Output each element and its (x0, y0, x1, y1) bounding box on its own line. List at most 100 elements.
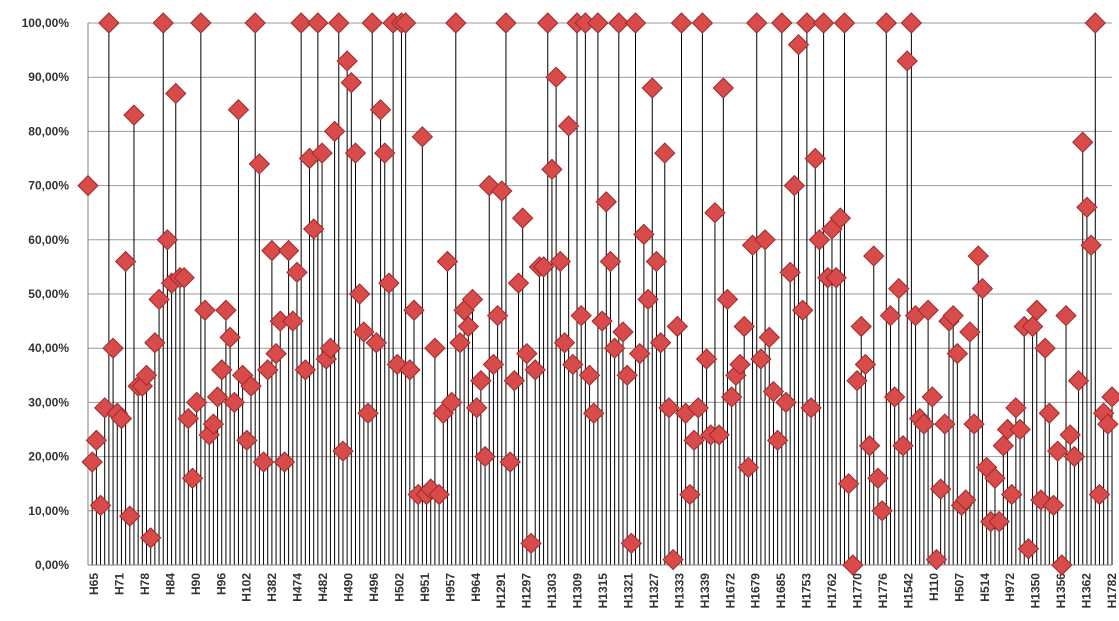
data-point (570, 304, 592, 327)
data-point (465, 397, 488, 419)
data-point (808, 229, 831, 251)
data-point (687, 397, 709, 419)
data-point (963, 413, 985, 435)
data-point (641, 77, 663, 99)
data-point (875, 12, 898, 34)
data-point (1009, 418, 1031, 441)
data-point (470, 370, 492, 392)
data-point (294, 359, 317, 381)
x-tick-label: H964 (469, 573, 483, 602)
data-point (369, 99, 392, 121)
data-point (181, 467, 204, 489)
data-point (934, 413, 956, 435)
data-point (900, 12, 923, 34)
data-point (85, 429, 108, 452)
data-point (691, 12, 714, 34)
data-point (729, 353, 751, 376)
data-point (89, 494, 112, 517)
data-point (257, 359, 279, 381)
data-point (620, 532, 643, 555)
x-tick-label: H951 (418, 573, 432, 602)
data-point (712, 77, 735, 99)
y-tick-label: 70,00% (28, 179, 69, 193)
x-tick-label: H490 (342, 573, 356, 602)
x-tick-label: H78 (138, 573, 152, 595)
data-point (1026, 299, 1048, 321)
data-point (1046, 440, 1069, 462)
data-point (323, 120, 346, 143)
data-point (290, 12, 312, 34)
data-point (829, 207, 852, 229)
data-point (737, 456, 760, 479)
data-point (495, 12, 517, 34)
data-point (332, 440, 354, 462)
x-tick-label: H1685 (774, 573, 788, 609)
data-point (361, 12, 383, 34)
data-point (553, 332, 576, 354)
data-point (511, 207, 534, 229)
data-point (328, 12, 350, 34)
data-point (499, 451, 521, 473)
data-point (1000, 483, 1023, 506)
x-tick-label: H474 (291, 573, 305, 602)
data-point (587, 12, 609, 34)
data-point (783, 174, 806, 197)
x-tick-label: H1672 (723, 573, 737, 609)
x-tick-label: H972 (1003, 573, 1017, 602)
data-point (775, 391, 797, 414)
data-point (428, 483, 450, 506)
data-point (624, 12, 647, 34)
data-point (491, 180, 513, 202)
data-point (307, 12, 329, 34)
x-tick-label: H84 (163, 573, 177, 595)
data-point (750, 348, 772, 370)
data-point (608, 12, 630, 34)
x-tick-label: H65 (87, 573, 101, 595)
data-point (746, 12, 768, 34)
data-point (520, 532, 542, 555)
data-point (658, 397, 680, 419)
y-tick-label: 80,00% (28, 124, 69, 138)
x-tick-labels: H65 H71 H78 H84 H90 H96 H102 H382 H474 H482 H490 H4… (87, 573, 1119, 609)
y-tick-label: 30,00% (28, 395, 69, 409)
data-point (524, 359, 546, 381)
x-tick-label: H90 (189, 573, 203, 595)
data-point (541, 158, 563, 181)
data-point (114, 250, 137, 273)
data-point (628, 342, 651, 365)
data-point (545, 66, 567, 88)
data-point (695, 348, 718, 370)
data-point (177, 407, 200, 430)
data-point (227, 99, 250, 121)
data-point (1005, 397, 1027, 419)
data-point (925, 548, 948, 571)
data-point (666, 315, 689, 338)
data-point (357, 402, 379, 424)
data-point (173, 267, 195, 289)
data-point (202, 413, 225, 435)
data-point (591, 310, 613, 332)
drop-lines (87, 23, 1113, 565)
y-tick-label: 40,00% (28, 341, 69, 355)
data-point (394, 12, 417, 34)
data-point (365, 332, 388, 354)
data-point (616, 364, 638, 387)
data-point (645, 250, 668, 273)
data-point (411, 126, 434, 148)
data-point (955, 489, 977, 511)
data-point (482, 353, 505, 376)
data-point (336, 50, 358, 72)
data-point (302, 218, 325, 240)
data-point (378, 272, 400, 294)
data-point (507, 272, 530, 294)
x-tick-label: H1356 (1054, 573, 1068, 609)
data-point (98, 12, 120, 34)
data-point (812, 12, 835, 34)
x-tick-label: H1303 (545, 573, 559, 609)
data-point (603, 337, 626, 359)
data-point (683, 429, 705, 452)
data-point (1017, 538, 1040, 560)
data-point (1038, 402, 1061, 424)
x-tick-label: H957 (443, 573, 457, 602)
data-point (185, 391, 208, 414)
